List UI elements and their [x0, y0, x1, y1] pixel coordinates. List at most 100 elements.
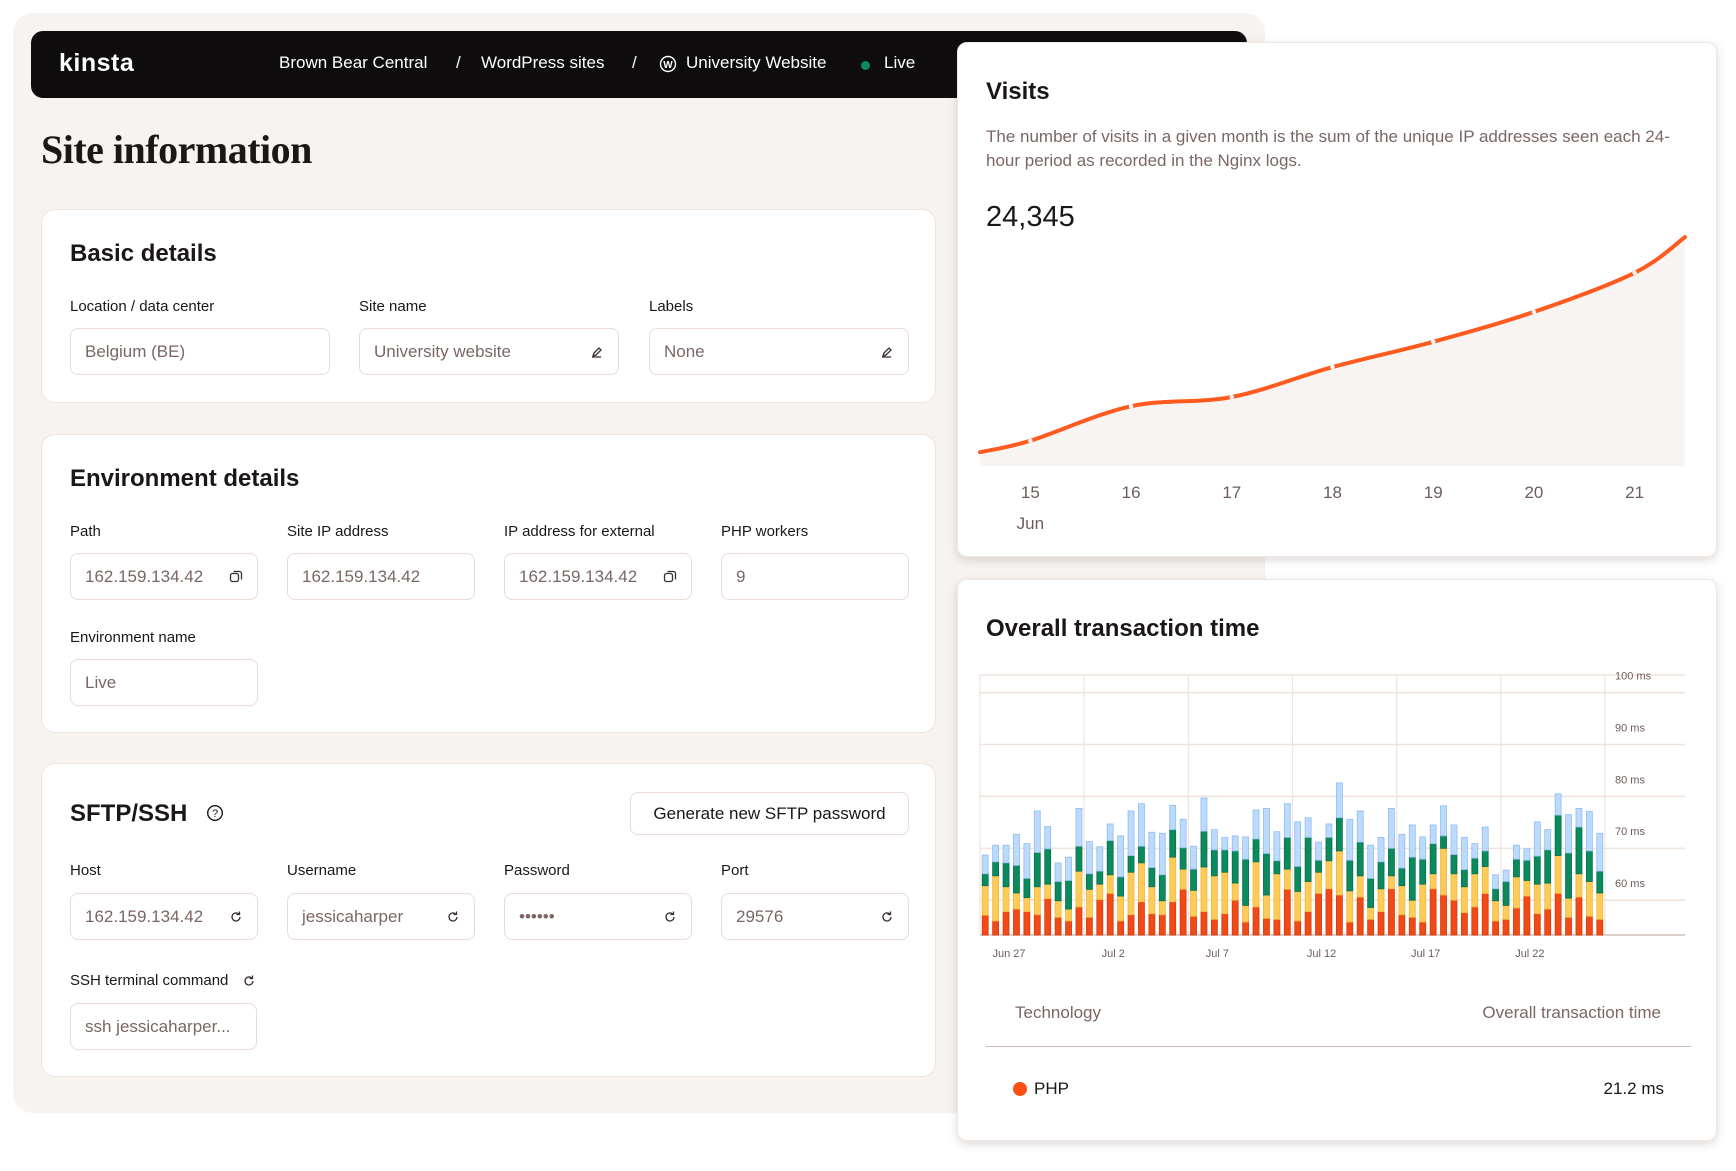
x-tick-label: Jun 27 — [993, 948, 1026, 960]
bar-segment — [1158, 900, 1166, 916]
bar-segment — [1533, 855, 1541, 885]
bar-segment — [1367, 919, 1375, 936]
bar-segment — [1065, 856, 1072, 881]
bar-segment — [1023, 897, 1031, 913]
refresh-icon[interactable] — [242, 974, 256, 988]
site-ip-field[interactable]: 162.159.134.42 — [287, 553, 475, 600]
labels-value: None — [664, 341, 705, 361]
site-ip-value: 162.159.134.42 — [302, 566, 421, 586]
external-ip-field[interactable]: 162.159.134.42 — [504, 553, 692, 600]
edit-icon[interactable] — [880, 345, 894, 359]
bar-segment — [1013, 892, 1020, 910]
breadcrumb-separator: / — [456, 53, 461, 72]
path-label: Path — [70, 523, 101, 540]
bar-segment — [1263, 853, 1270, 896]
visits-data-point — [1632, 270, 1637, 275]
bar-segment — [1127, 810, 1135, 856]
bar-segment — [1117, 835, 1125, 878]
bar-segment — [1002, 844, 1010, 864]
bar-segment — [1585, 811, 1593, 852]
location-field[interactable]: Belgium (BE) — [70, 328, 330, 375]
labels-label: Labels — [649, 298, 694, 315]
bar-segment — [1502, 869, 1510, 882]
bar-segment — [1502, 905, 1510, 920]
bar-segment — [1210, 849, 1218, 877]
bar-segment — [1054, 900, 1062, 918]
bar-segment — [1315, 871, 1322, 894]
bar-segment — [1221, 913, 1229, 936]
username-value: jessicaharper — [302, 906, 404, 926]
bar-segment — [1169, 856, 1177, 903]
visits-card: Visits The number of visits in a given m… — [957, 42, 1717, 557]
php-workers-label: PHP workers — [721, 523, 809, 540]
bar-segment — [1023, 843, 1031, 879]
host-field[interactable]: 162.159.134.42 — [70, 893, 258, 940]
bar-segment — [1033, 852, 1041, 888]
breadcrumb-site[interactable]: University Website — [686, 53, 827, 72]
bar-segment — [1033, 810, 1041, 853]
username-field[interactable]: jessicaharper — [287, 893, 475, 940]
bar-segment — [1023, 911, 1031, 936]
breadcrumb-wordpress-sites[interactable]: WordPress sites — [481, 53, 605, 72]
bar-segment — [1460, 886, 1468, 914]
port-field[interactable]: 29576 — [721, 893, 909, 940]
ssh-command-field[interactable]: ssh jessicaharper... — [70, 1003, 257, 1050]
refresh-icon[interactable] — [446, 910, 460, 924]
bar-segment — [1346, 890, 1354, 923]
bar-segment — [1013, 908, 1020, 936]
bar-segment — [1492, 920, 1500, 936]
path-field[interactable]: 162.159.134.42 — [70, 553, 258, 600]
bar-segment — [1471, 857, 1479, 875]
bar-segment — [1575, 826, 1583, 875]
bar-segment — [1575, 807, 1583, 828]
bar-segment — [1263, 894, 1270, 919]
x-tick-label: Jul 12 — [1307, 948, 1336, 960]
bar-segment — [1096, 846, 1104, 872]
technology-name: PHP — [1034, 1079, 1069, 1098]
copy-icon[interactable] — [229, 570, 243, 584]
environment-name-label: Environment name — [70, 629, 196, 646]
refresh-icon[interactable] — [663, 910, 677, 924]
bar-segment — [1377, 911, 1385, 936]
refresh-icon[interactable] — [229, 910, 243, 924]
bar-segment — [1294, 920, 1302, 936]
labels-field[interactable]: None — [649, 328, 909, 375]
bar-segment — [1033, 886, 1041, 916]
bar-segment — [1273, 873, 1281, 920]
php-workers-field[interactable]: 9 — [721, 553, 909, 600]
bar-segment — [1221, 849, 1229, 873]
breadcrumb-company[interactable]: Brown Bear Central — [279, 53, 428, 72]
bar-segment — [1335, 782, 1343, 819]
bar-segment — [1138, 845, 1145, 864]
bar-segment — [1065, 920, 1072, 936]
environment-name-value: Live — [85, 672, 117, 692]
bar-segment — [1221, 871, 1229, 915]
bar-segment — [1304, 817, 1312, 838]
password-field[interactable]: •••••• — [504, 893, 692, 940]
copy-icon[interactable] — [663, 570, 677, 584]
site-name-field[interactable]: University website — [359, 328, 619, 375]
bar-segment — [1138, 862, 1145, 903]
kinsta-logo[interactable]: kinsta — [59, 49, 135, 77]
environment-name-field[interactable]: Live — [70, 659, 258, 706]
bar-segment — [1044, 826, 1052, 850]
bar-segment — [1502, 919, 1510, 936]
environment-status[interactable]: Live — [884, 53, 916, 72]
bar-segment — [1169, 901, 1177, 936]
bar-segment — [1388, 807, 1395, 849]
help-icon[interactable]: ? — [206, 804, 224, 822]
bar-segment — [1335, 850, 1343, 896]
bar-segment — [1190, 868, 1197, 891]
bar-segment — [1075, 870, 1083, 908]
edit-icon[interactable] — [590, 345, 604, 359]
refresh-icon[interactable] — [880, 910, 894, 924]
bar-segment — [1242, 905, 1250, 923]
bar-segment — [1565, 897, 1572, 918]
visits-data-point — [1431, 339, 1436, 344]
bar-segment — [1138, 901, 1145, 936]
generate-sftp-password-button[interactable]: Generate new SFTP password — [630, 792, 909, 835]
visits-x-tick-label: 21 — [1625, 483, 1644, 502]
bar-segment — [1106, 893, 1114, 936]
bar-segment — [1304, 911, 1312, 936]
bar-segment — [1408, 916, 1416, 936]
